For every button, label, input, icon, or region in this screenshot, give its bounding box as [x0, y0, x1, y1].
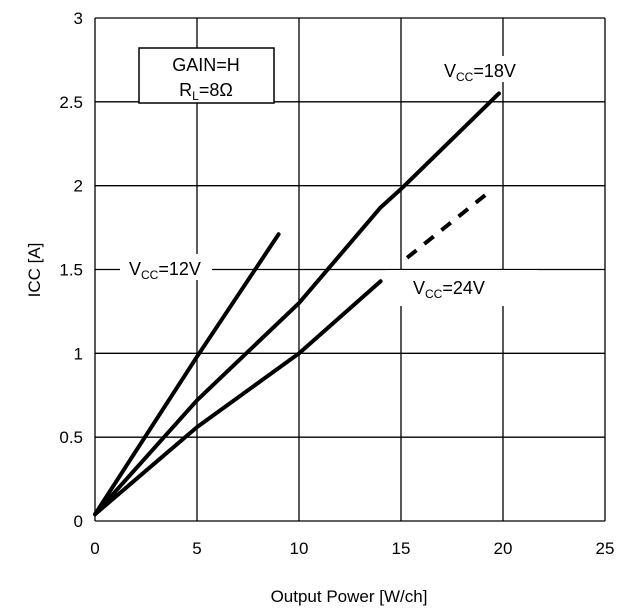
series-line-3: [93, 279, 383, 517]
vcc12-label: VCC=12V: [129, 259, 201, 282]
vcc18-label: VCC=18V: [444, 61, 516, 84]
vcc18-label-bg: [436, 56, 533, 82]
tick-labels: 0 5 10 15 20 25 0 0.5 1 1.5 2 2.5 3: [59, 9, 614, 558]
y-tick-label: 3: [74, 9, 83, 28]
gain-label: GAIN=H: [172, 55, 240, 75]
x-tick-label: 15: [392, 539, 411, 558]
vcc24-label-bg: [386, 270, 538, 306]
series-line-2: [93, 91, 501, 517]
x-tick-label: 20: [494, 539, 513, 558]
y-tick-label: 1: [74, 344, 83, 363]
y-tick-label: 2: [74, 177, 83, 196]
y-tick-label: 0.5: [59, 428, 83, 447]
vcc12-label-bg: [120, 254, 212, 280]
y-axis-label: ICC [A]: [25, 243, 44, 298]
y-tick-label: 0: [74, 512, 83, 531]
x-tick-label: 5: [192, 539, 201, 558]
x-tick-label: 25: [596, 539, 615, 558]
y-tick-label: 1.5: [59, 261, 83, 280]
load-label: RL=8Ω: [179, 80, 233, 103]
vcc24-label: VCC=24V: [413, 278, 485, 301]
conditions-box: [138, 47, 275, 104]
x-tick-label: 10: [290, 539, 309, 558]
series-line-1: [93, 232, 281, 517]
x-axis-label: Output Power [W/ch]: [271, 587, 428, 606]
series-lines: [93, 91, 501, 517]
series-dashed-line-3: [405, 187, 495, 260]
x-tick-label: 0: [90, 539, 99, 558]
y-tick-label: 2.5: [59, 93, 83, 112]
